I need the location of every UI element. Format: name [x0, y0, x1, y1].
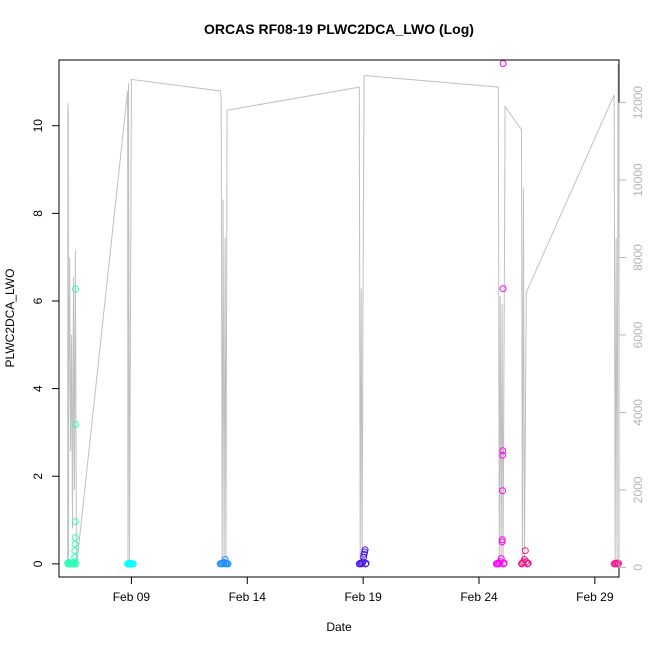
data-point [357, 560, 365, 568]
y-axis-left: 0 2 4 6 8 10 [31, 119, 60, 567]
data-point [499, 447, 507, 455]
data-point [498, 536, 506, 544]
data-point [71, 547, 79, 555]
y-left-tick-label: 4 [31, 385, 45, 392]
x-axis-label: Date [326, 620, 352, 634]
y-right-tick-label: 12000 [631, 86, 645, 120]
data-point [71, 553, 79, 561]
series-2 [216, 556, 232, 568]
data-point [224, 560, 232, 568]
series-3 [355, 546, 370, 568]
y-axis-label: PLWC2DCA_LWO [3, 269, 17, 368]
data-point [499, 285, 507, 293]
series-5 [518, 547, 532, 568]
data-point [499, 451, 507, 459]
altitude-layer [67, 63, 619, 568]
plot-frame [58, 59, 620, 578]
data-point [129, 560, 137, 568]
data-point [72, 285, 80, 293]
x-tick-label: Feb 19 [344, 590, 382, 604]
data-point [71, 518, 79, 526]
y-left-tick-label: 6 [31, 297, 45, 304]
series-6 [610, 559, 622, 568]
data-point [362, 559, 370, 567]
y-left-tick-label: 2 [31, 473, 45, 480]
data-point [500, 559, 508, 567]
data-point [499, 60, 507, 67]
data-point [524, 559, 532, 567]
y-right-tick-label: 6000 [631, 321, 645, 348]
series-4 [492, 60, 508, 568]
y-right-tick-label: 2000 [631, 476, 645, 503]
y-right-tick-label: 0 [631, 564, 645, 571]
chart-title: ORCAS RF08-19 PLWC2DCA_LWO (Log) [204, 21, 474, 37]
data-point [71, 534, 79, 542]
data-point [72, 421, 79, 428]
y-right-tick-label: 8000 [631, 244, 645, 271]
data-point [72, 559, 80, 567]
y-axis-right: 0 2000 4000 6000 8000 10000 12000 [618, 86, 645, 571]
points-layer [64, 60, 622, 568]
x-axis: Feb 09 Feb 14 Feb 19 Feb 24 Feb 29 [113, 576, 614, 604]
data-point [495, 559, 503, 567]
data-point [360, 553, 368, 561]
y-right-tick-label: 10000 [631, 163, 645, 197]
y-right-tick-label: 4000 [631, 399, 645, 426]
y-left-tick-label: 10 [31, 119, 45, 133]
y-left-tick-label: 8 [31, 210, 45, 217]
data-point [361, 546, 369, 554]
y-left-tick-label: 0 [31, 560, 45, 567]
altitude-line [67, 63, 619, 568]
data-point [499, 487, 506, 495]
x-tick-label: Feb 24 [460, 590, 498, 604]
x-tick-label: Feb 29 [576, 590, 614, 604]
data-point [498, 538, 506, 546]
data-point [71, 540, 79, 548]
series-1 [124, 559, 137, 568]
data-point [521, 547, 529, 555]
x-tick-label: Feb 14 [229, 590, 267, 604]
x-tick-label: Feb 09 [113, 590, 151, 604]
series-0 [64, 285, 80, 568]
